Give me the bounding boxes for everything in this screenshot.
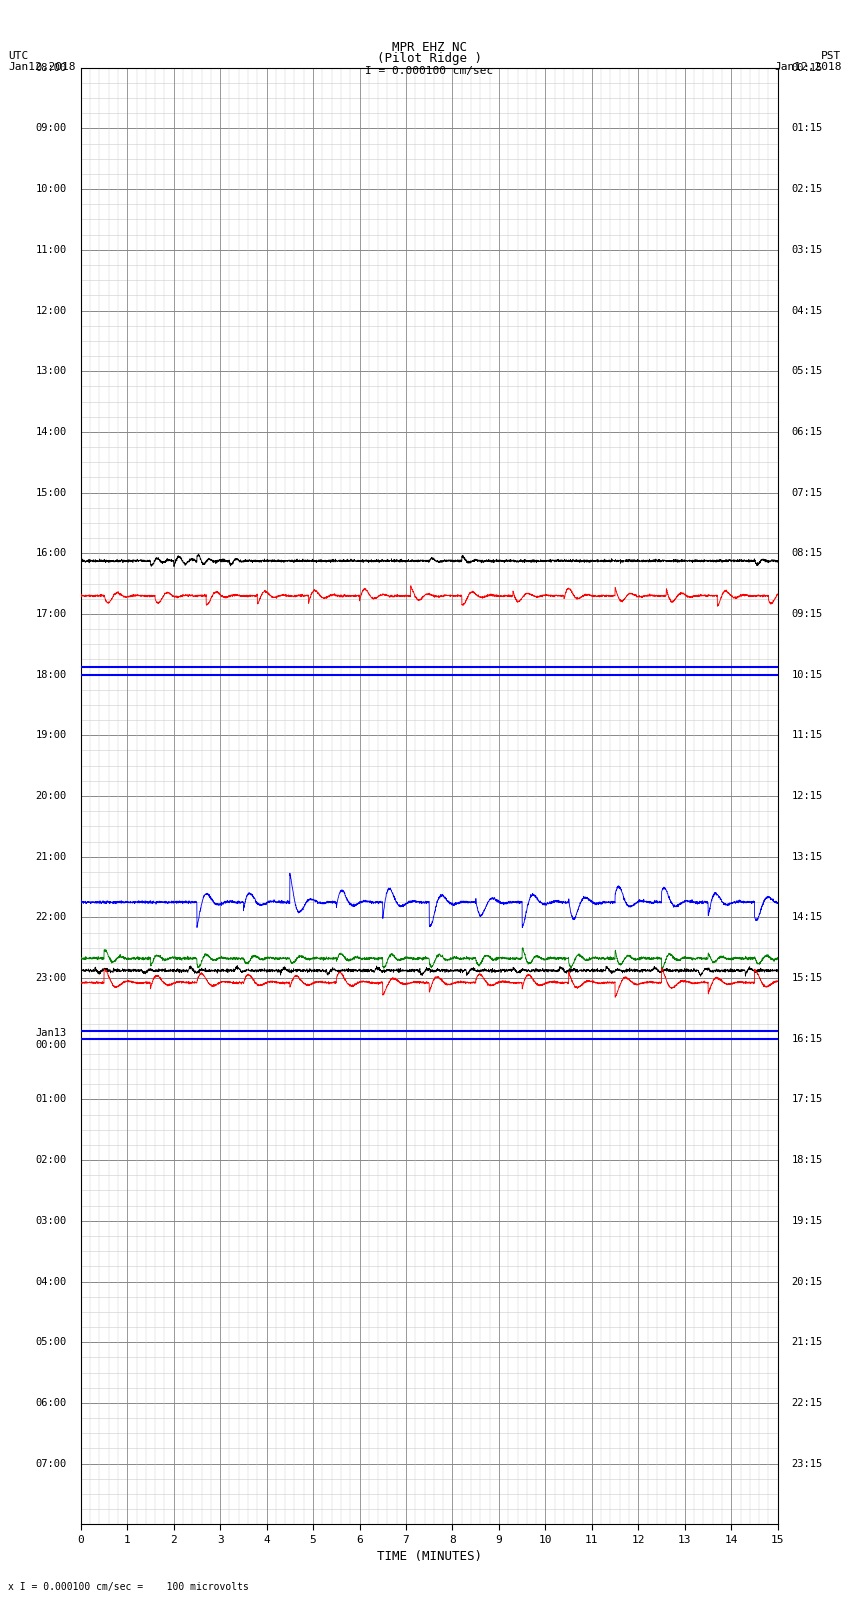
Text: Jan13
00:00: Jan13 00:00	[36, 1027, 67, 1050]
Text: 18:00: 18:00	[36, 669, 67, 679]
Text: 08:15: 08:15	[791, 548, 823, 558]
Text: UTC: UTC	[8, 50, 29, 61]
Text: 19:00: 19:00	[36, 731, 67, 740]
Text: (Pilot Ridge ): (Pilot Ridge )	[377, 52, 482, 65]
Text: 02:00: 02:00	[36, 1155, 67, 1165]
Text: 16:15: 16:15	[791, 1034, 823, 1044]
Text: 22:00: 22:00	[36, 913, 67, 923]
Text: 10:00: 10:00	[36, 184, 67, 194]
Text: 17:00: 17:00	[36, 610, 67, 619]
Text: PST: PST	[821, 50, 842, 61]
Text: 21:00: 21:00	[36, 852, 67, 861]
Text: 07:15: 07:15	[791, 487, 823, 497]
Text: 03:15: 03:15	[791, 245, 823, 255]
Text: 05:00: 05:00	[36, 1337, 67, 1347]
Text: 15:00: 15:00	[36, 487, 67, 497]
Text: I = 0.000100 cm/sec: I = 0.000100 cm/sec	[366, 66, 493, 76]
Text: 04:15: 04:15	[791, 305, 823, 316]
Text: 06:15: 06:15	[791, 427, 823, 437]
Text: 23:00: 23:00	[36, 973, 67, 982]
Text: 16:00: 16:00	[36, 548, 67, 558]
Text: 04:00: 04:00	[36, 1276, 67, 1287]
Text: 06:00: 06:00	[36, 1398, 67, 1408]
Text: 02:15: 02:15	[791, 184, 823, 194]
Text: x I = 0.000100 cm/sec =    100 microvolts: x I = 0.000100 cm/sec = 100 microvolts	[8, 1582, 249, 1592]
Text: MPR EHZ NC: MPR EHZ NC	[392, 40, 467, 53]
Text: 14:15: 14:15	[791, 913, 823, 923]
Text: 21:15: 21:15	[791, 1337, 823, 1347]
Text: 13:00: 13:00	[36, 366, 67, 376]
Text: 09:15: 09:15	[791, 610, 823, 619]
Text: 14:00: 14:00	[36, 427, 67, 437]
Text: 07:00: 07:00	[36, 1458, 67, 1468]
Text: 12:00: 12:00	[36, 305, 67, 316]
Text: 01:00: 01:00	[36, 1095, 67, 1105]
Text: 11:00: 11:00	[36, 245, 67, 255]
Text: 10:15: 10:15	[791, 669, 823, 679]
Text: Jan12,2018: Jan12,2018	[774, 63, 842, 73]
Text: 13:15: 13:15	[791, 852, 823, 861]
Text: 08:00: 08:00	[36, 63, 67, 73]
Text: 05:15: 05:15	[791, 366, 823, 376]
Text: Jan12,2018: Jan12,2018	[8, 63, 76, 73]
Text: 01:15: 01:15	[791, 124, 823, 134]
Text: 17:15: 17:15	[791, 1095, 823, 1105]
Text: 09:00: 09:00	[36, 124, 67, 134]
Text: 20:15: 20:15	[791, 1276, 823, 1287]
Text: 12:15: 12:15	[791, 790, 823, 802]
Text: 19:15: 19:15	[791, 1216, 823, 1226]
Text: 03:00: 03:00	[36, 1216, 67, 1226]
Text: 00:15: 00:15	[791, 63, 823, 73]
Text: 18:15: 18:15	[791, 1155, 823, 1165]
Text: 20:00: 20:00	[36, 790, 67, 802]
Text: 15:15: 15:15	[791, 973, 823, 982]
X-axis label: TIME (MINUTES): TIME (MINUTES)	[377, 1550, 482, 1563]
Text: 23:15: 23:15	[791, 1458, 823, 1468]
Text: 22:15: 22:15	[791, 1398, 823, 1408]
Text: 11:15: 11:15	[791, 731, 823, 740]
